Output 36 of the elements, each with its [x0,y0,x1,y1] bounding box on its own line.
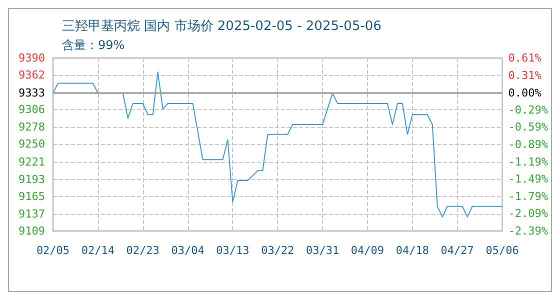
y2-tick-label: -1.79% [508,190,548,203]
y-tick-label: 9278 [18,120,45,134]
y2-tick-label: 0.00% [508,86,542,100]
y2-tick-label: -2.39% [508,224,548,238]
y-tick-label: 9109 [18,224,45,238]
line-series [52,72,503,218]
y-tick-label: 9221 [18,156,45,169]
x-tick-label: 02/05 [36,244,70,257]
x-tick-label: 02/14 [81,244,115,257]
y2-tick-label: 0.31% [508,68,542,82]
x-tick-label: 04/18 [396,244,429,257]
y2-tick-label: -0.29% [508,103,548,116]
y-tick-label: 9250 [18,138,45,151]
x-tick-label: 02/23 [126,244,160,257]
y-tick-label: 9333 [18,86,45,100]
x-tick-label: 04/27 [440,244,474,257]
x-tick-label: 03/31 [306,244,340,257]
chart-title: 三羟甲基丙烷 国内 市场价 2025-02-05 - 2025-05-06 [62,19,382,34]
y-tick-label: 9165 [18,190,45,204]
x-tick-label: 04/09 [350,244,384,257]
y-tick-label: 9137 [18,207,45,220]
y2-tick-label: -0.59% [508,120,548,134]
y-tick-label: 9306 [18,103,45,116]
chart-subtitle: 含量：99% [62,38,125,52]
x-tick-label: 05/06 [486,244,519,257]
y2-tick-label: -1.19% [508,155,548,168]
y2-tick-label: -2.09% [508,207,548,220]
x-tick-label: 03/04 [171,244,205,257]
x-tick-label: 03/13 [216,244,250,257]
y2-tick-label: 0.61% [508,52,542,64]
x-tick-label: 03/22 [261,244,294,257]
y-tick-label: 9193 [18,172,45,186]
y-tick-label: 9362 [18,68,45,82]
y2-tick-label: -1.49% [508,172,548,186]
y2-tick-label: -0.89% [508,138,548,151]
y-tick-label: 9390 [18,52,45,64]
